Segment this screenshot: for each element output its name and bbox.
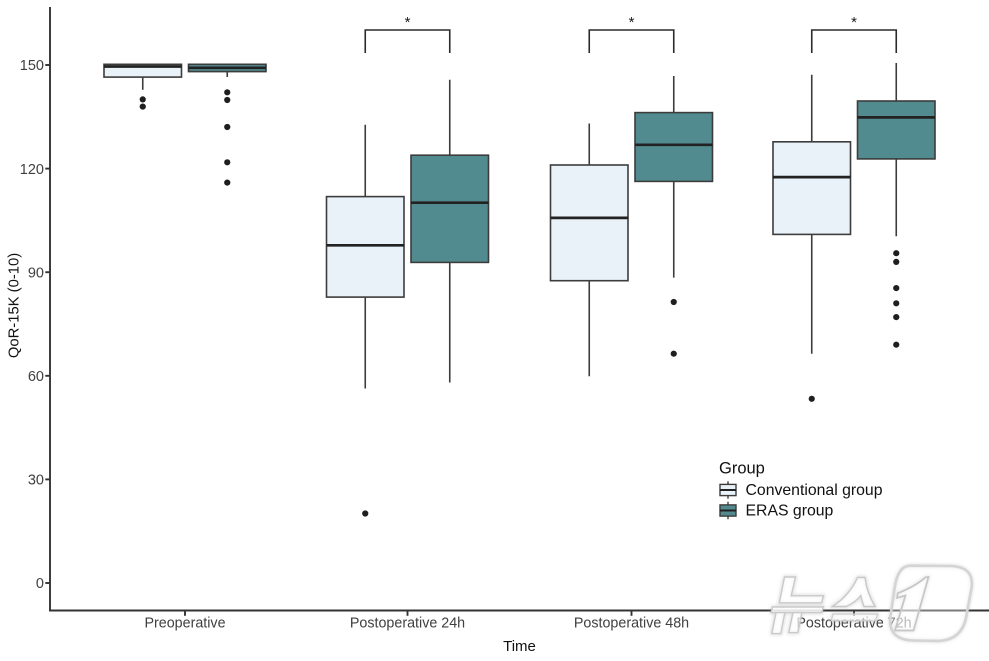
svg-text:Time: Time: [503, 638, 536, 655]
svg-text:Group: Group: [719, 460, 765, 478]
svg-text:Postoperative 48h: Postoperative 48h: [574, 615, 689, 631]
svg-text:Preoperative: Preoperative: [144, 615, 225, 631]
svg-text:150: 150: [20, 58, 44, 74]
svg-text:ERAS group: ERAS group: [746, 503, 834, 520]
svg-text:90: 90: [28, 265, 44, 281]
svg-text:120: 120: [20, 162, 44, 178]
svg-text:0: 0: [36, 576, 44, 592]
svg-text:Postoperative 72h: Postoperative 72h: [796, 615, 911, 631]
svg-text:*: *: [405, 14, 411, 31]
svg-text:Postoperative 24h: Postoperative 24h: [350, 615, 465, 631]
svg-text:*: *: [629, 14, 635, 31]
svg-text:30: 30: [28, 473, 44, 489]
svg-text:Conventional group: Conventional group: [746, 482, 883, 499]
svg-text:QoR-15K (0-10): QoR-15K (0-10): [7, 253, 23, 358]
svg-text:*: *: [851, 14, 857, 31]
svg-text:60: 60: [28, 369, 44, 385]
